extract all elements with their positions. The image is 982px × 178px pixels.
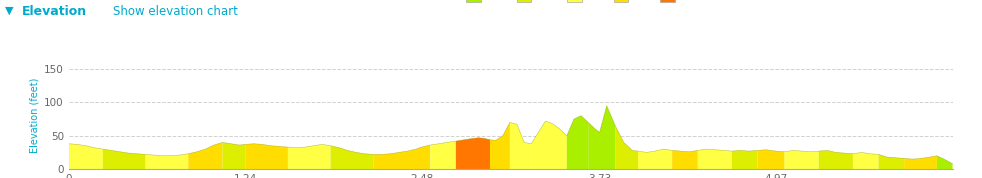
- Polygon shape: [853, 152, 879, 169]
- Polygon shape: [145, 154, 189, 169]
- Polygon shape: [698, 149, 732, 169]
- Polygon shape: [616, 126, 638, 169]
- Polygon shape: [246, 144, 288, 169]
- Polygon shape: [638, 149, 672, 169]
- Polygon shape: [879, 154, 904, 169]
- Polygon shape: [373, 145, 430, 169]
- Polygon shape: [904, 156, 937, 169]
- Polygon shape: [430, 141, 456, 169]
- Polygon shape: [331, 146, 373, 169]
- Polygon shape: [510, 122, 531, 169]
- Polygon shape: [757, 150, 785, 169]
- Polygon shape: [785, 150, 819, 169]
- Polygon shape: [672, 150, 698, 169]
- Y-axis label: Elevation (feet): Elevation (feet): [30, 78, 40, 153]
- Text: Show elevation chart: Show elevation chart: [113, 5, 238, 18]
- Legend: -2%, -1%, 0%, 1%, 3%: -2%, -1%, 0%, 1%, 3%: [462, 0, 701, 6]
- Polygon shape: [490, 122, 510, 169]
- Polygon shape: [588, 106, 616, 169]
- Polygon shape: [732, 150, 757, 169]
- Polygon shape: [456, 138, 490, 169]
- Polygon shape: [69, 144, 103, 169]
- Polygon shape: [223, 142, 246, 169]
- Polygon shape: [103, 149, 145, 169]
- Text: Elevation: Elevation: [22, 5, 86, 18]
- Polygon shape: [288, 144, 331, 169]
- Polygon shape: [819, 150, 853, 169]
- Polygon shape: [567, 116, 588, 169]
- Polygon shape: [189, 142, 223, 169]
- Polygon shape: [937, 156, 953, 169]
- Polygon shape: [531, 121, 567, 169]
- Text: ▼: ▼: [5, 5, 14, 15]
